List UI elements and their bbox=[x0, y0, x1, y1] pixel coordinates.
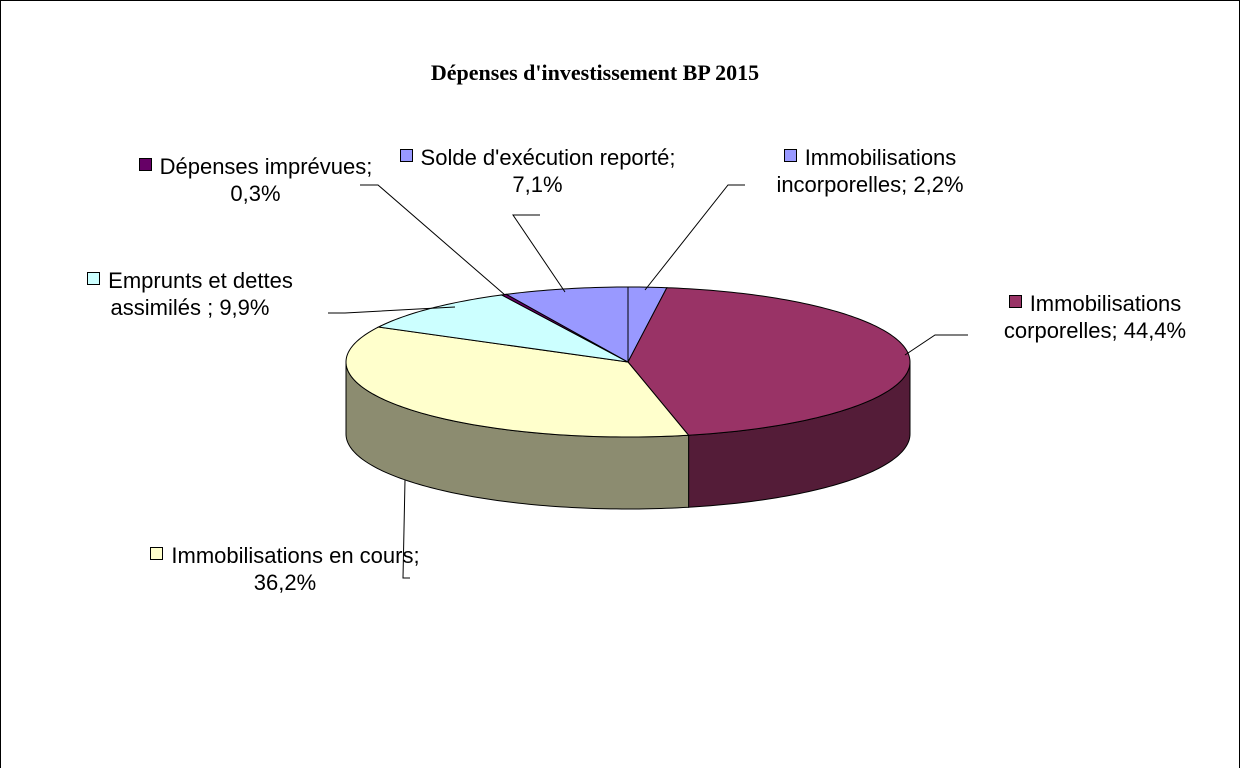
leader-line bbox=[904, 334, 968, 356]
category-label: Solde d'exécution reporté bbox=[420, 145, 670, 170]
value-label: ; 7,1% bbox=[512, 145, 676, 197]
category-label: Immobilisations corporelles bbox=[1003, 291, 1182, 343]
leader-line bbox=[644, 184, 745, 291]
legend-swatch bbox=[1008, 295, 1022, 308]
chart-title: Dépenses d'investissement BP 2015 bbox=[430, 60, 760, 85]
data-label: Dépenses imprévues; 0,3% bbox=[118, 153, 393, 207]
leader-lines bbox=[328, 184, 968, 579]
legend-swatch bbox=[150, 547, 164, 560]
legend-swatch bbox=[783, 149, 797, 162]
category-label: Immobilisations incorporelles bbox=[776, 145, 957, 197]
value-label: ; 36,2% bbox=[253, 543, 420, 595]
leader-line bbox=[360, 184, 506, 296]
data-label: Solde d'exécution reporté; 7,1% bbox=[395, 144, 680, 198]
category-label: Emprunts et dettes assimilés bbox=[108, 268, 293, 320]
leader-line bbox=[512, 214, 566, 293]
value-label: ; 44,4% bbox=[1111, 318, 1187, 343]
legend-swatch bbox=[399, 149, 413, 162]
data-label: Immobilisations en cours; 36,2% bbox=[150, 542, 420, 596]
category-label: Immobilisations en cours bbox=[171, 543, 414, 568]
value-label: ; 2,2% bbox=[901, 172, 964, 197]
leader-line bbox=[402, 479, 410, 579]
legend-swatch bbox=[87, 272, 101, 285]
data-label: Emprunts et dettes assimilés ; 9,9% bbox=[50, 267, 330, 321]
leader-line bbox=[328, 306, 456, 314]
value-label: ; 9,9% bbox=[200, 295, 270, 320]
pie-slice bbox=[627, 287, 911, 436]
value-label: ; 0,3% bbox=[230, 154, 373, 206]
pie bbox=[345, 286, 911, 510]
pie-slice bbox=[504, 286, 629, 363]
category-label: Dépenses imprévues bbox=[159, 154, 367, 179]
pie-slice bbox=[345, 326, 690, 438]
data-label: Immobilisations corporelles; 44,4% bbox=[965, 290, 1225, 344]
data-label: Immobilisations incorporelles; 2,2% bbox=[745, 144, 995, 198]
legend-swatch bbox=[138, 158, 152, 171]
